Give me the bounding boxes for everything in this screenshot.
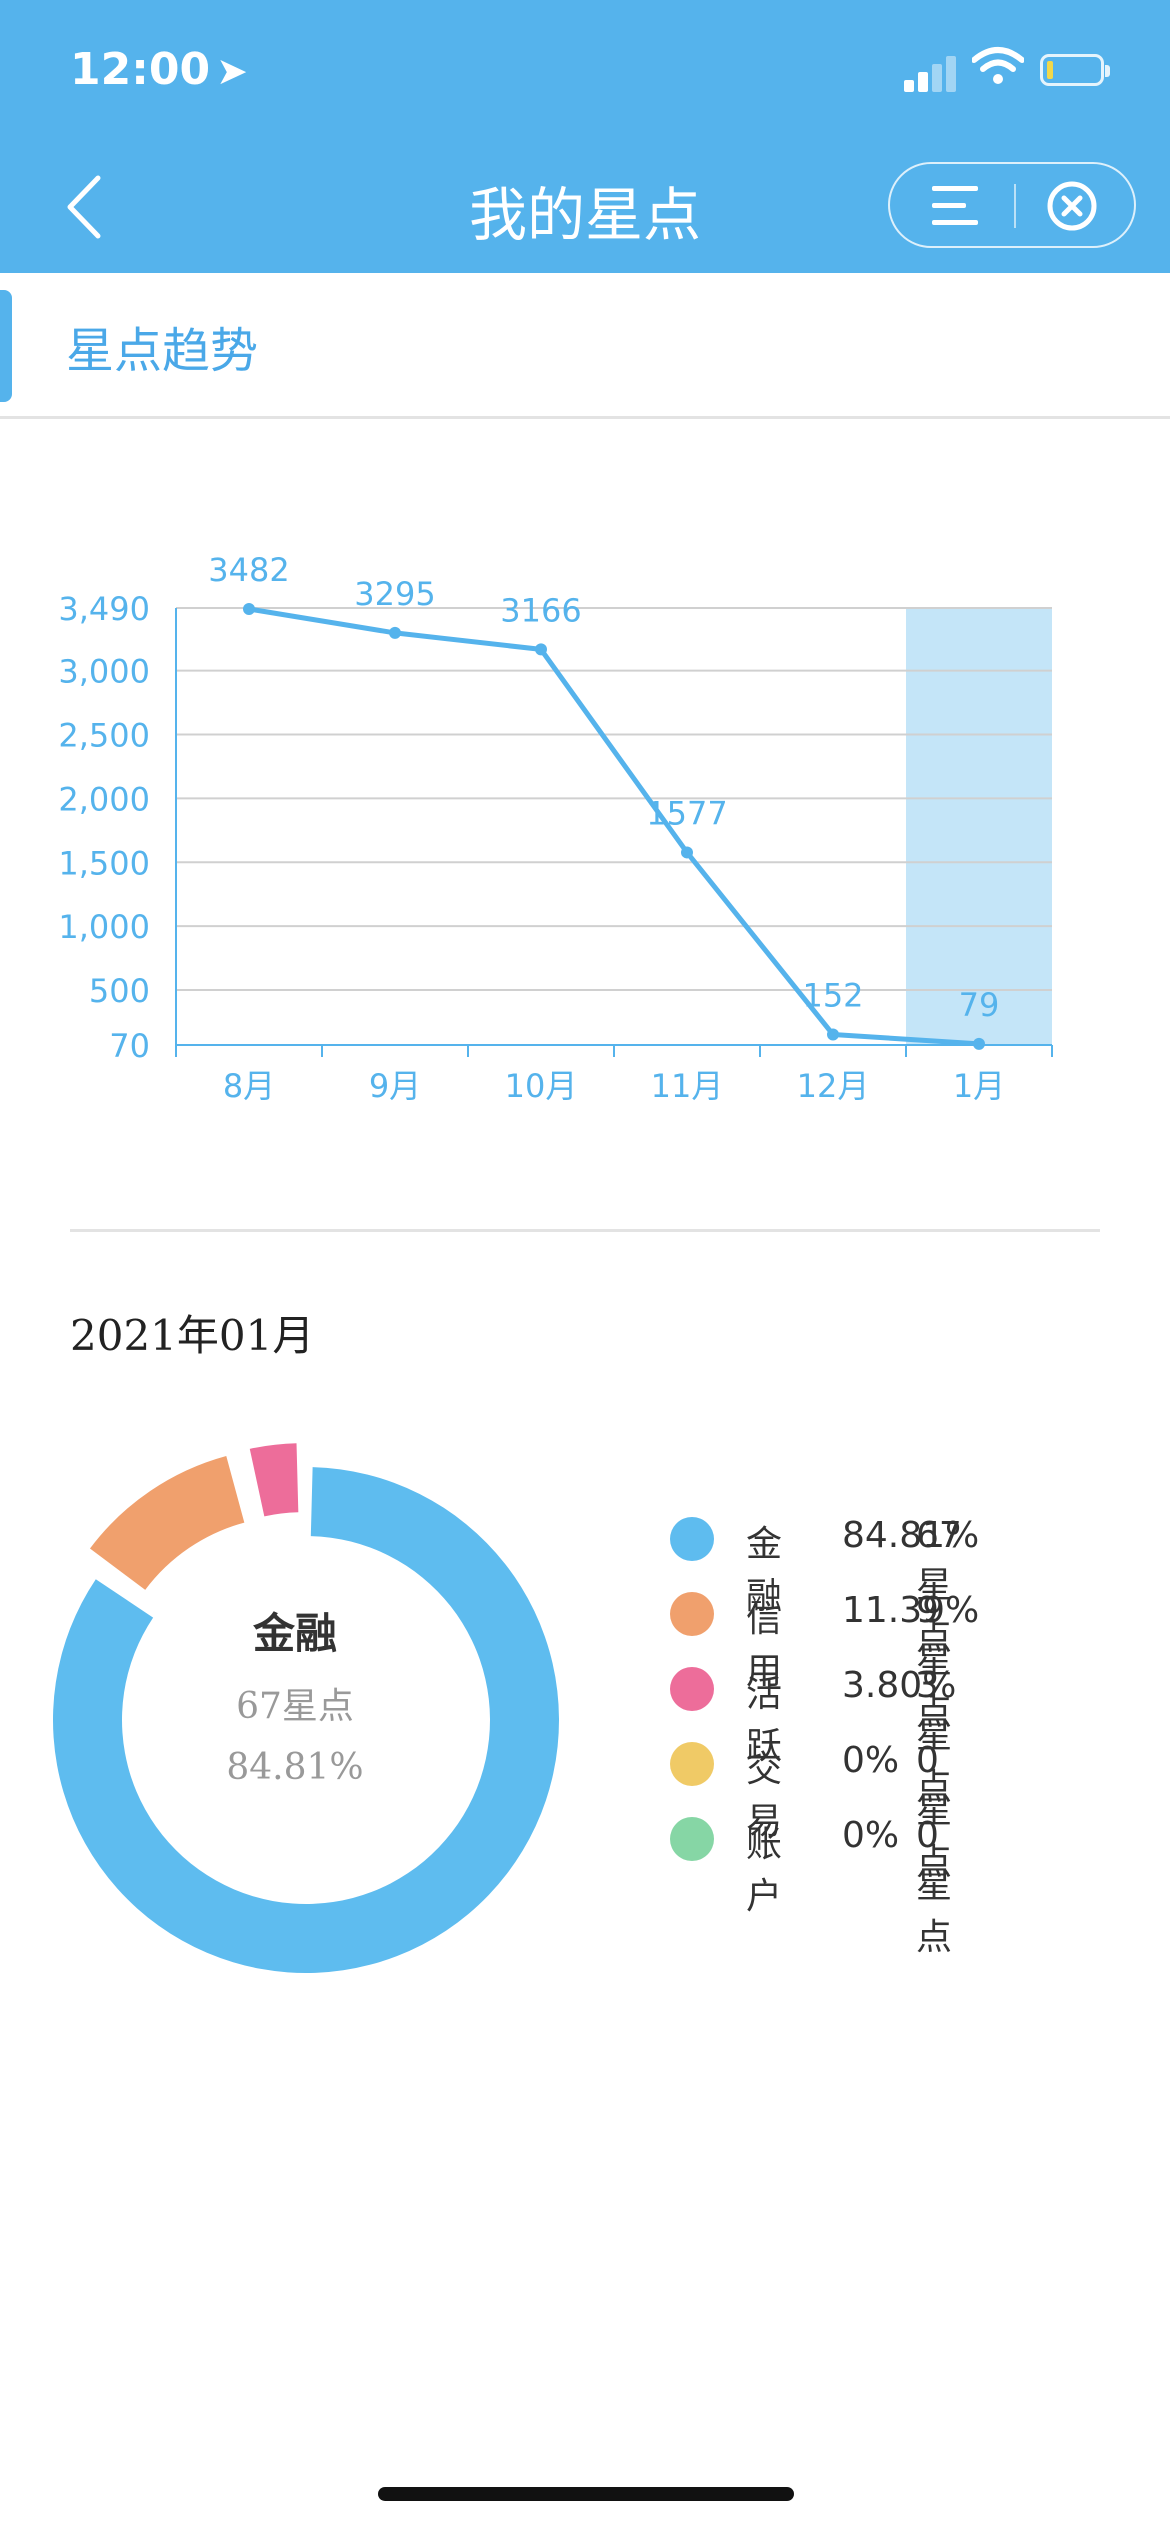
- status-time: 12:00 ➤: [70, 44, 248, 95]
- y-tick-label: 70: [109, 1027, 150, 1065]
- y-tick-label: 1,000: [58, 908, 150, 946]
- x-tick-label: 11月: [651, 1067, 724, 1105]
- section-header: 星点趋势: [0, 273, 1170, 419]
- legend-points: 3星点: [916, 1665, 953, 1808]
- series-line: [248, 606, 980, 1047]
- legend-dot: [670, 1817, 714, 1861]
- month-title: 2021年01月: [70, 1311, 315, 1360]
- donut-slice: [89, 1455, 245, 1590]
- app-header: 12:00 ➤ 我的星点: [0, 0, 1170, 273]
- data-label: 79: [959, 986, 1000, 1024]
- y-tick-label: 500: [89, 972, 150, 1010]
- donut-center-name: 金融: [252, 1609, 337, 1658]
- data-label: 1577: [646, 794, 727, 832]
- legend-dot: [670, 1742, 714, 1786]
- y-tick-label: 2,000: [58, 780, 150, 818]
- page-title: 我的星点: [468, 181, 701, 249]
- data-point: [535, 643, 547, 656]
- category-donut-chart: [52, 1443, 560, 1973]
- legend-points: 0星点: [916, 1815, 953, 1958]
- donut-center-points: 67星点: [236, 1686, 354, 1727]
- points-trend-line-chart: 70 500 1,000 1,500 2,000 2,500 3,000 3,490 8月 9月 1…: [58, 551, 1053, 1105]
- legend-name: 金融: [746, 1524, 783, 1617]
- wifi-icon: [972, 47, 1024, 84]
- highlight-band: [906, 608, 1052, 1045]
- y-tick-label: 2,500: [58, 717, 150, 755]
- data-point: [973, 1037, 985, 1050]
- legend-percent: 0%: [842, 1740, 900, 1781]
- donut-slice: [249, 1443, 299, 1517]
- x-tick-label: 9月: [369, 1067, 421, 1105]
- data-point: [681, 846, 693, 859]
- y-tick-label: 1,500: [58, 844, 150, 882]
- y-tick-label: 3,490: [58, 590, 150, 628]
- data-label: 3166: [500, 591, 581, 629]
- donut-center-percent: 84.81%: [226, 1747, 364, 1788]
- legend-percent: 84.81%: [842, 1515, 980, 1556]
- legend-percent: 3.80%: [842, 1665, 957, 1706]
- legend-percent: 11.39%: [842, 1590, 980, 1631]
- legend-points: 67星点: [916, 1515, 962, 1658]
- menu-icon[interactable]: [920, 178, 990, 234]
- cellular-signal-icon: [904, 50, 958, 92]
- x-tick-label: 12月: [797, 1067, 870, 1105]
- data-label: 152: [802, 977, 863, 1015]
- legend-dot: [670, 1667, 714, 1711]
- status-time-text: 12:00: [70, 44, 211, 95]
- legend-name: 活跃: [746, 1674, 783, 1767]
- battery-icon: [1040, 54, 1110, 86]
- mini-program-capsule: [888, 162, 1136, 248]
- section-title: 星点趋势: [66, 323, 259, 379]
- location-arrow-icon: ➤: [216, 49, 248, 93]
- legend-name: 交易: [746, 1749, 783, 1842]
- close-circle-icon[interactable]: [1040, 176, 1104, 236]
- legend-percent: 0%: [842, 1815, 900, 1856]
- data-label: 3482: [208, 551, 289, 589]
- capsule-divider: [1014, 184, 1016, 228]
- x-tick-label: 1月: [953, 1067, 1005, 1105]
- data-point: [243, 603, 255, 616]
- legend-name: 账户: [746, 1824, 783, 1917]
- data-point: [389, 626, 401, 639]
- legend-points: 0星点: [916, 1740, 953, 1883]
- chevron-left-icon[interactable]: [60, 172, 110, 242]
- x-tick-label: 10月: [505, 1067, 578, 1105]
- legend-dot: [670, 1517, 714, 1561]
- y-tick-label: 3,000: [58, 653, 150, 691]
- data-point: [827, 1028, 839, 1041]
- home-indicator: [378, 2487, 794, 2501]
- legend-points: 9星点: [916, 1590, 953, 1733]
- section-accent-bar: [0, 290, 12, 402]
- data-label: 3295: [354, 575, 435, 613]
- legend-dot: [670, 1592, 714, 1636]
- x-tick-label: 8月: [223, 1067, 275, 1105]
- legend-name: 信用: [746, 1599, 783, 1692]
- section-divider: [70, 1229, 1100, 1232]
